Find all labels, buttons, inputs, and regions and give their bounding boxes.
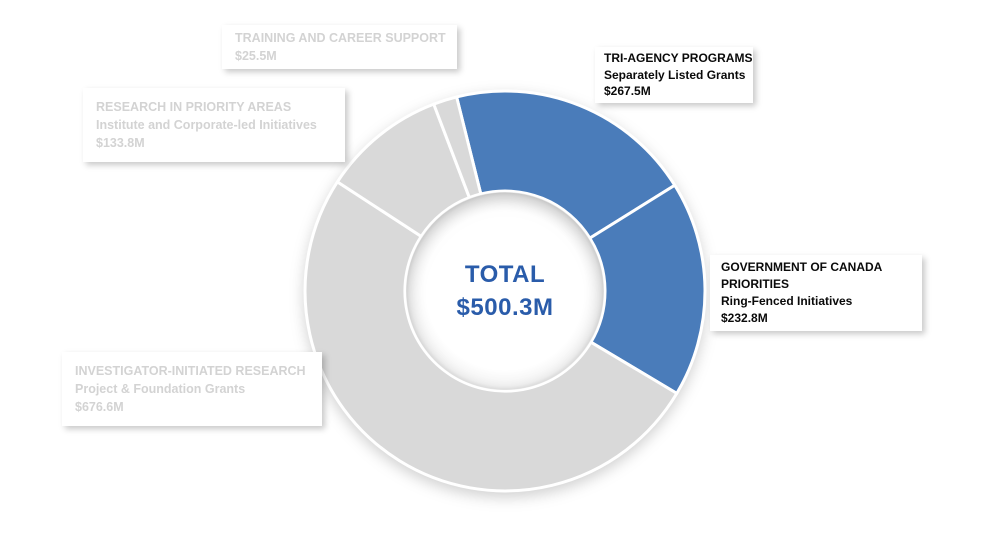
callout-title: INVESTIGATOR-INITIATED RESEARCH <box>75 364 306 378</box>
callout-title: TRAINING AND CAREER SUPPORT <box>235 31 446 45</box>
donut-segment-investigator-initiated-research <box>303 180 679 493</box>
callout-subtitle: Ring-Fenced Initiatives <box>721 294 853 308</box>
donut-segment-training-and-career-support <box>432 95 483 200</box>
callout-government-of-canada-priorities: GOVERNMENT OF CANADA PRIORITIES Ring-Fen… <box>710 255 922 331</box>
callout-value: $676.6M <box>75 400 124 414</box>
donut-hole <box>406 192 604 390</box>
callout-research-in-priority-areas: RESEARCH IN PRIORITY AREAS Institute and… <box>83 88 345 162</box>
callout-investigator-initiated-research: INVESTIGATOR-INITIATED RESEARCH Project … <box>62 352 322 426</box>
callout-training-and-career-support: TRAINING AND CAREER SUPPORT $25.5M <box>222 25 457 69</box>
callout-tri-agency-programs: TRI-AGENCY PROGRAMS Separately Listed Gr… <box>595 47 753 103</box>
total-caption: TOTAL <box>464 261 546 288</box>
callout-title: GOVERNMENT OF CANADA PRIORITIES <box>721 260 882 291</box>
chart-center-total: TOTAL $500.3M <box>457 258 554 324</box>
donut-segments <box>303 89 707 493</box>
donut-chart <box>303 89 707 493</box>
donut-segment-government-of-canada-priorities <box>588 183 707 395</box>
donut-segment-tri-agency-programs <box>455 89 677 240</box>
callout-title: TRI-AGENCY PROGRAMS <box>604 51 753 65</box>
total-value: $500.3M <box>456 294 554 321</box>
callout-value: $267.5M <box>604 84 651 98</box>
callout-value: $133.8M <box>96 136 145 150</box>
callout-subtitle: Institute and Corporate-led Initiatives <box>96 118 317 132</box>
callout-subtitle: Separately Listed Grants <box>604 67 746 82</box>
callout-value: $25.5M <box>235 49 277 63</box>
callout-title: RESEARCH IN PRIORITY AREAS <box>96 100 292 114</box>
callout-subtitle: Project & Foundation Grants <box>75 382 246 396</box>
callout-value: $232.8M <box>721 311 768 325</box>
